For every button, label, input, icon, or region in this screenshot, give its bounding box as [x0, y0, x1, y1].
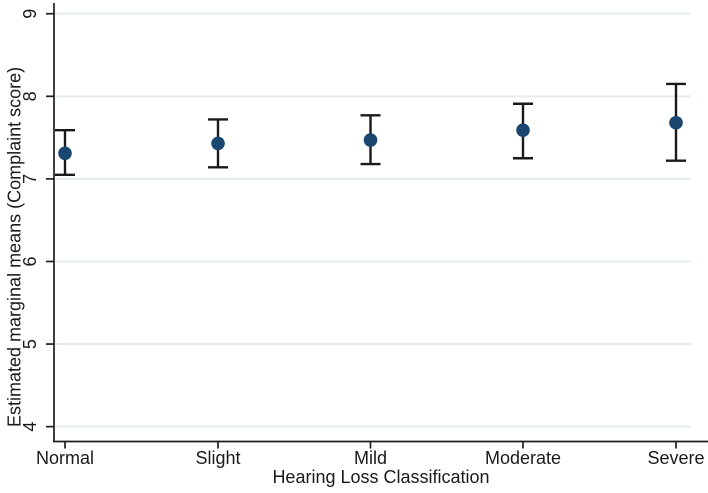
data-point-severe [669, 115, 683, 130]
x-axis-title: Hearing Loss Classification [272, 467, 490, 487]
x-tick-label: Severe [647, 448, 704, 468]
y-tick-label: 9 [20, 9, 40, 19]
y-tick-label: 7 [20, 174, 40, 184]
x-tick-label: Slight [195, 448, 240, 468]
x-tick-label: Mild [354, 448, 387, 468]
data-point-normal [58, 146, 72, 161]
data-point-mild [363, 133, 378, 147]
y-tick-label: 5 [20, 339, 40, 349]
x-tick-label: Moderate [485, 448, 561, 468]
y-axis-title: Estimated marginal means (Complaint scor… [4, 66, 25, 427]
y-tick-label: 8 [20, 91, 40, 101]
y-tick-label: 4 [20, 422, 40, 432]
y-tick-label: 6 [20, 256, 40, 266]
data-point-moderate [516, 123, 530, 137]
data-point-slight [211, 136, 225, 151]
x-tick-label: Normal [36, 448, 94, 468]
